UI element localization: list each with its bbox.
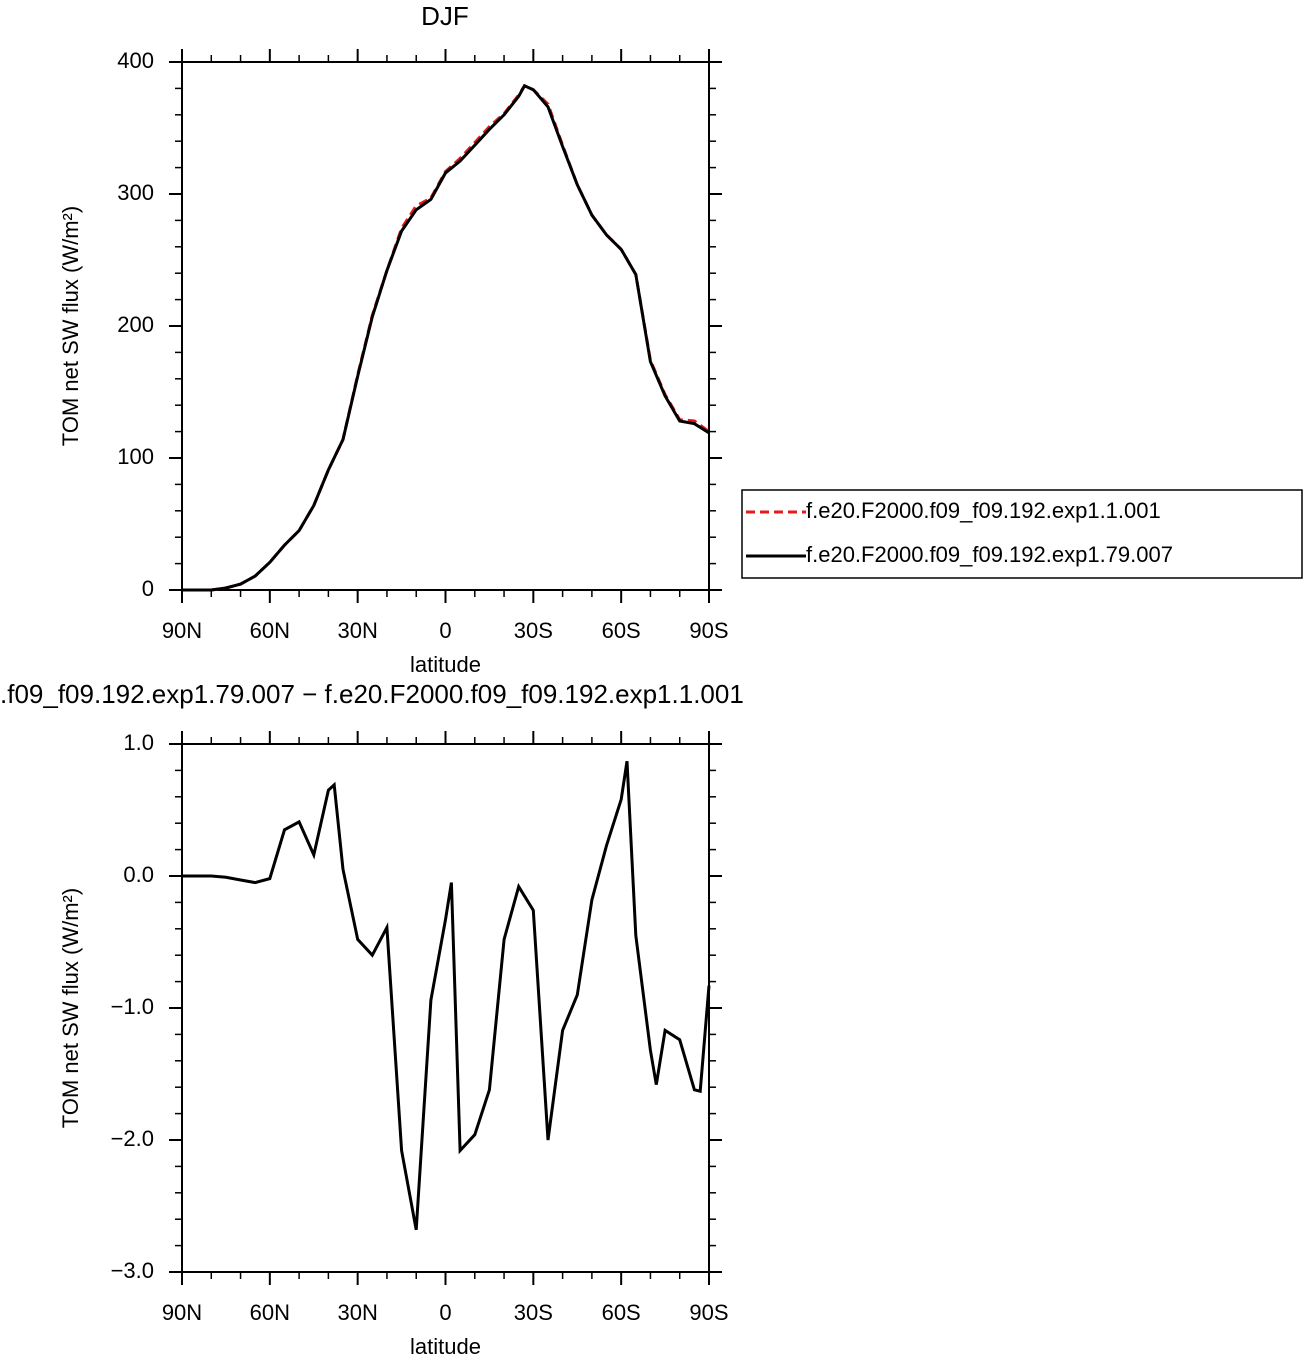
chart-title: .f09_f09.192.exp1.79.007 − f.e20.F2000.f…	[0, 679, 744, 709]
x-axis-label: latitude	[410, 652, 481, 677]
data-line	[182, 760, 711, 1231]
y-tick-label: −1.0	[111, 994, 154, 1019]
x-tick-label: 0	[439, 1300, 451, 1325]
x-tick-label: 30N	[337, 1300, 377, 1325]
plot-frame	[181, 61, 710, 591]
y-tick-label: 0	[142, 576, 154, 601]
x-tick-label: 30S	[514, 1300, 553, 1325]
x-tick-label: 90S	[689, 618, 728, 643]
x-tick-label: 0	[439, 618, 451, 643]
legend-box	[741, 489, 1303, 579]
x-tick-label: 60N	[250, 618, 290, 643]
y-tick-label: 400	[117, 48, 154, 73]
x-tick-label: 90N	[162, 1300, 202, 1325]
y-axis-label: TOM net SW flux (W/m²)	[58, 206, 83, 446]
x-tick-label: 90S	[689, 1300, 728, 1325]
x-axis-label: latitude	[410, 1334, 481, 1359]
data-line	[182, 83, 710, 592]
data-line	[182, 83, 710, 592]
x-tick-label: 30S	[514, 618, 553, 643]
legend-label: f.e20.F2000.f09_f09.192.exp1.79.007	[806, 542, 1173, 567]
x-tick-label: 60S	[602, 618, 641, 643]
y-tick-label: −2.0	[111, 1126, 154, 1151]
y-tick-label: 100	[117, 444, 154, 469]
y-tick-label: 300	[117, 180, 154, 205]
x-tick-label: 30N	[337, 618, 377, 643]
y-axis-label: TOM net SW flux (W/m²)	[58, 888, 83, 1128]
y-tick-label: −3.0	[111, 1258, 154, 1283]
x-tick-label: 90N	[162, 618, 202, 643]
x-tick-label: 60N	[250, 1300, 290, 1325]
y-tick-label: 200	[117, 312, 154, 337]
y-tick-label: 1.0	[123, 730, 154, 755]
chart-title: DJF	[421, 1, 469, 31]
y-tick-label: 0.0	[123, 862, 154, 887]
x-tick-label: 60S	[602, 1300, 641, 1325]
legend-label: f.e20.F2000.f09_f09.192.exp1.1.001	[806, 498, 1161, 523]
